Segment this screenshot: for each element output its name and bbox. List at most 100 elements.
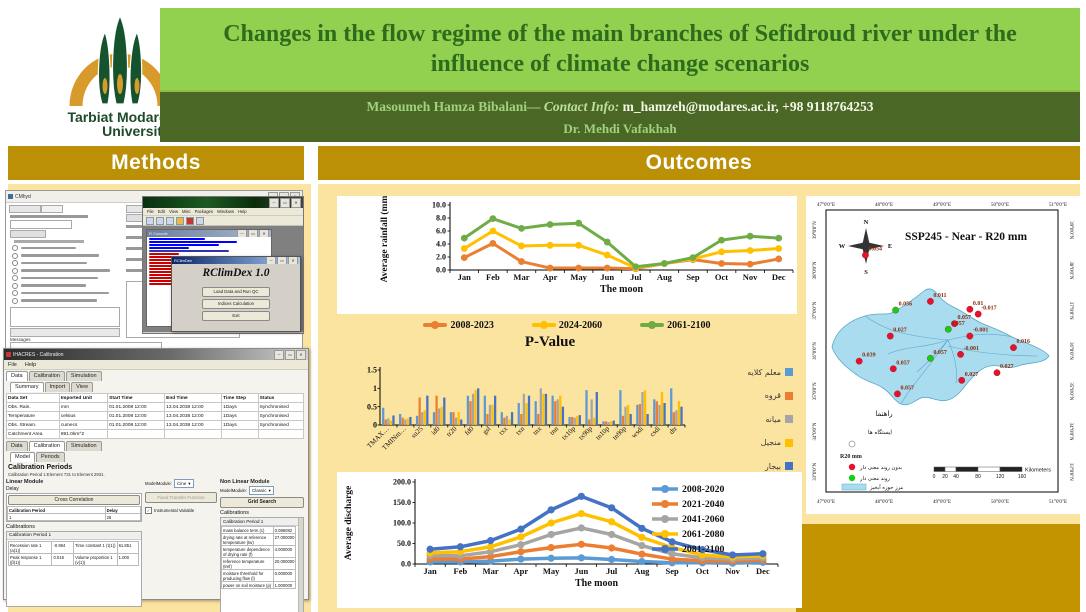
ihacres-tab2-data[interactable]: Data — [6, 441, 28, 451]
map-lon-label: 48°0'0"E — [875, 500, 893, 505]
maximize-icon[interactable]: ▭ — [280, 197, 290, 208]
cmhyd-radio[interactable] — [12, 245, 18, 251]
ihacres-subtab-import[interactable]: Import — [44, 382, 71, 392]
scalebar-segment — [944, 466, 957, 472]
rgui-menu-edit[interactable]: Edit — [157, 209, 165, 214]
toolbar-icon[interactable] — [146, 216, 154, 225]
rgui-menu-packages[interactable]: Packages — [194, 209, 213, 214]
data-point — [608, 518, 616, 526]
maximize-icon[interactable]: ▭ — [277, 257, 287, 264]
x-tick-label: Jun — [600, 272, 614, 282]
rgui-menu-file[interactable]: File — [147, 209, 154, 214]
y-tick-label: 200.0 — [393, 478, 411, 487]
ihacres-titlebar[interactable]: IHACRES - Calibration ─ ▭ ✕ — [4, 349, 308, 360]
x-tick-label: Sep — [686, 272, 700, 282]
cmhyd-radio[interactable] — [12, 282, 18, 289]
bar — [655, 401, 658, 425]
grid-search-button[interactable]: Grid Search — [220, 497, 304, 508]
rgui-menu-misc[interactable]: Misc — [181, 209, 191, 214]
ihacres-subtabs-2: Model Periods — [8, 451, 308, 462]
minimize-icon[interactable]: ─ — [274, 349, 284, 360]
close-icon[interactable]: ✕ — [288, 257, 298, 264]
x-tick-label: Oct — [715, 272, 728, 282]
minimize-icon[interactable]: ─ — [266, 257, 276, 264]
minimize-icon[interactable]: ─ — [269, 197, 279, 208]
scrollbar[interactable] — [298, 518, 303, 612]
ihacres-subtab-view[interactable]: View — [71, 382, 93, 392]
cmhyd-radio[interactable] — [12, 252, 18, 259]
data-point — [638, 524, 646, 532]
close-icon[interactable]: ✕ — [259, 230, 269, 237]
toolbar-icon[interactable] — [156, 216, 164, 225]
cmhyd-radio[interactable] — [12, 267, 18, 274]
cmhyd-radio-row — [12, 252, 99, 259]
bar — [508, 419, 511, 425]
r-console-titlebar[interactable]: R Console ─ ▭ ✕ — [147, 230, 271, 237]
station-dot-red — [966, 305, 974, 313]
rclimdex-button-load-data-and-run-qc[interactable]: Load Data and Run QC — [202, 287, 270, 297]
linear-model-dropdown[interactable]: Cine ▾ — [174, 479, 194, 488]
ihacres-app-icon — [6, 352, 11, 357]
y-tick-label: 150.0 — [393, 498, 411, 507]
ihacres-subtab2-periods[interactable]: Periods — [35, 452, 65, 462]
ihacres-tab-calibration[interactable]: Calibration — [28, 371, 65, 381]
rgui-menu-view[interactable]: View — [168, 209, 178, 214]
cmhyd-radio[interactable] — [12, 260, 18, 266]
cmhyd-action-button[interactable] — [10, 328, 120, 337]
cmhyd-dropdown[interactable] — [10, 220, 72, 229]
rgui-titlebar[interactable]: ─ ▭ ✕ — [143, 197, 303, 208]
rgui-window-controls: ─ ▭ ✕ — [269, 197, 301, 208]
contact-value: m_hamzeh@modares.ac.ir, +98 9118764253 — [622, 99, 874, 114]
table-cell: 13.04.2038 12:00 — [164, 411, 223, 421]
y-tick-label: 1 — [373, 384, 377, 393]
ihacres-tab2-calibration[interactable]: Calibration — [28, 441, 65, 451]
bar — [443, 397, 446, 425]
logo-text-line2: University — [102, 123, 170, 139]
maximize-icon[interactable]: ▭ — [285, 349, 295, 360]
data-point — [746, 260, 754, 268]
data-point — [718, 236, 725, 244]
bar — [493, 395, 497, 425]
close-icon[interactable]: ✕ — [291, 197, 301, 208]
cmhyd-button[interactable] — [10, 230, 46, 238]
close-icon[interactable]: ✕ — [296, 349, 306, 360]
fixed-transfer-function-button[interactable]: Fixed Transfer Function — [145, 492, 217, 503]
toolbar-icon[interactable] — [196, 216, 204, 225]
cross-correlation-button[interactable]: Cross Correlation — [8, 495, 140, 505]
data-point — [546, 221, 554, 228]
param-label: reference temperature (tref) — [221, 557, 274, 570]
instrumental-variable-checkbox[interactable]: ✓ — [145, 507, 152, 514]
rclimdex-button-indices-calculation[interactable]: Indices Calculation — [202, 299, 270, 309]
station-dot-green — [927, 354, 934, 362]
ihacres-subtab-summary[interactable]: Summary — [10, 382, 44, 392]
cmhyd-radio[interactable] — [12, 297, 18, 304]
station-value-label: -0.001 — [973, 328, 989, 334]
rclimdex-button-exit[interactable]: Exit — [202, 311, 270, 321]
minimize-icon[interactable]: ─ — [237, 230, 247, 237]
bar — [384, 419, 387, 425]
rgui-menu-help[interactable]: Help — [237, 209, 247, 214]
toolbar-icon[interactable] — [176, 216, 184, 225]
ihacres-tab2-simulation[interactable]: Simulation — [65, 441, 102, 451]
ihacres-subtab2-model[interactable]: Model — [10, 452, 35, 462]
ihacres-tab-simulation[interactable]: Simulation — [65, 371, 102, 381]
data-point — [518, 258, 525, 265]
data-point — [638, 550, 646, 558]
cmhyd-radio[interactable] — [12, 290, 18, 296]
rgui-menu-windows[interactable]: Windows — [216, 209, 234, 214]
bar — [629, 414, 632, 425]
cmhyd-radio[interactable] — [12, 275, 18, 281]
map-lon-label: 47°0'0"E — [817, 500, 835, 505]
nonlinear-model-dropdown[interactable]: Classic ▾ — [249, 486, 274, 495]
ihacres-menu-file[interactable]: File — [8, 361, 17, 368]
ihacres-menu-help[interactable]: Help — [24, 361, 37, 368]
toolbar-icon[interactable] — [186, 216, 194, 225]
station-symbol-icon — [848, 440, 856, 448]
discharge-chart: 0.0 50.0 100.0 150.0 200.0 Jan Feb Mar Apr May Jun… — [337, 472, 802, 608]
toolbar-icon[interactable] — [166, 216, 174, 225]
ihacres-tab-data[interactable]: Data — [6, 371, 28, 381]
y-tick-label: 4.0 — [436, 240, 446, 249]
rclimdex-titlebar[interactable]: RClimDex ─ ▭ ✕ — [172, 257, 300, 264]
maximize-icon[interactable]: ▭ — [248, 230, 258, 237]
station-value-label: 0.057 — [896, 360, 910, 366]
